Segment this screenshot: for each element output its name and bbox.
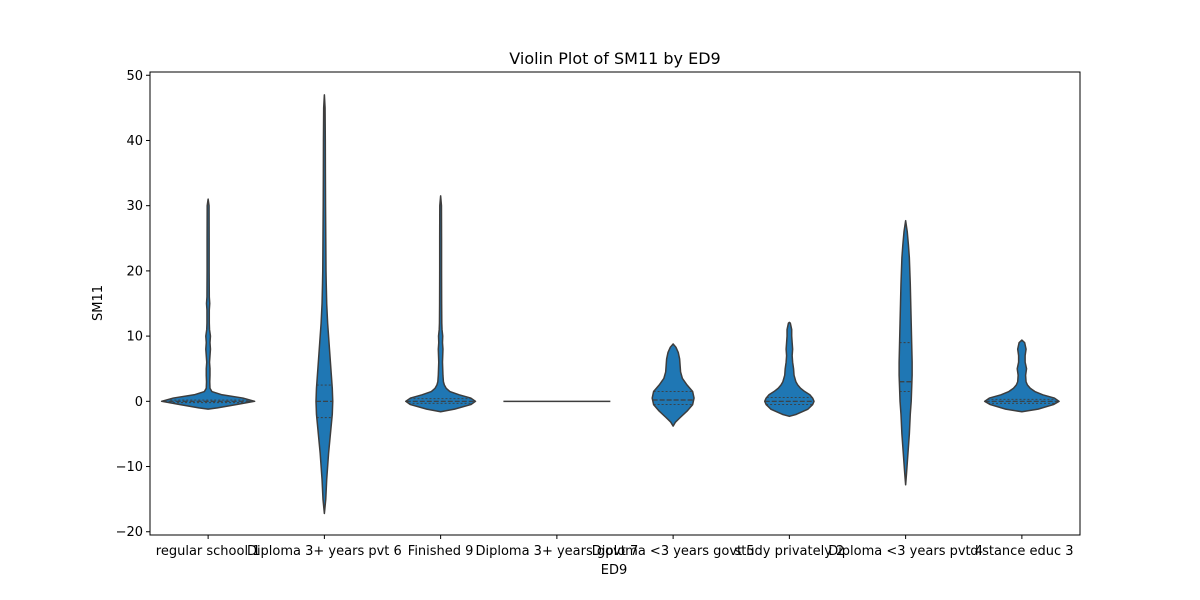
y-tick-label: 40 [126, 134, 143, 149]
violin-body [898, 219, 913, 486]
violin-3 [405, 195, 477, 413]
y-tick-label: −20 [116, 525, 143, 540]
y-axis-title: SM11 [91, 285, 106, 321]
x-tick-label: study privately 2 [734, 544, 844, 559]
violin-body [315, 94, 334, 515]
violin-body [160, 198, 256, 410]
y-tick-label: −10 [116, 460, 143, 475]
y-tick-label: 50 [126, 69, 143, 84]
chart-title: Violin Plot of SM11 by ED9 [509, 49, 720, 68]
violin-1 [160, 198, 256, 410]
violin-body [763, 321, 815, 418]
violin-7 [898, 219, 913, 486]
y-tick-label: 0 [135, 395, 143, 410]
violin-6 [763, 321, 815, 418]
y-tick-label: 30 [126, 199, 143, 214]
x-tick-label: Diploma <3 years govt 5 [592, 544, 755, 559]
violin-8 [983, 339, 1060, 413]
x-tick-label: regular school 1 [156, 544, 261, 559]
x-tick-label: Diploma 3+ years govt 7 [475, 544, 638, 559]
violin-2 [315, 94, 334, 515]
y-tick-label: 20 [126, 264, 143, 279]
x-axis-title: ED9 [601, 563, 628, 578]
violin-body [983, 339, 1060, 413]
y-axis: −20 −10 0 10 20 30 40 50 [116, 69, 150, 540]
x-tick-label: distance educ 3 [970, 544, 1073, 559]
x-tick-label: Diploma 3+ years pvt 6 [247, 544, 402, 559]
x-tick-label: Diploma <3 years pvt 4 [828, 544, 983, 559]
violin-5 [651, 343, 695, 427]
violins-layer [160, 94, 1060, 515]
violin-body [405, 195, 477, 413]
y-tick-label: 10 [126, 330, 143, 345]
plot-frame [149, 71, 1081, 536]
x-tick-label: Finished 9 [408, 544, 474, 559]
